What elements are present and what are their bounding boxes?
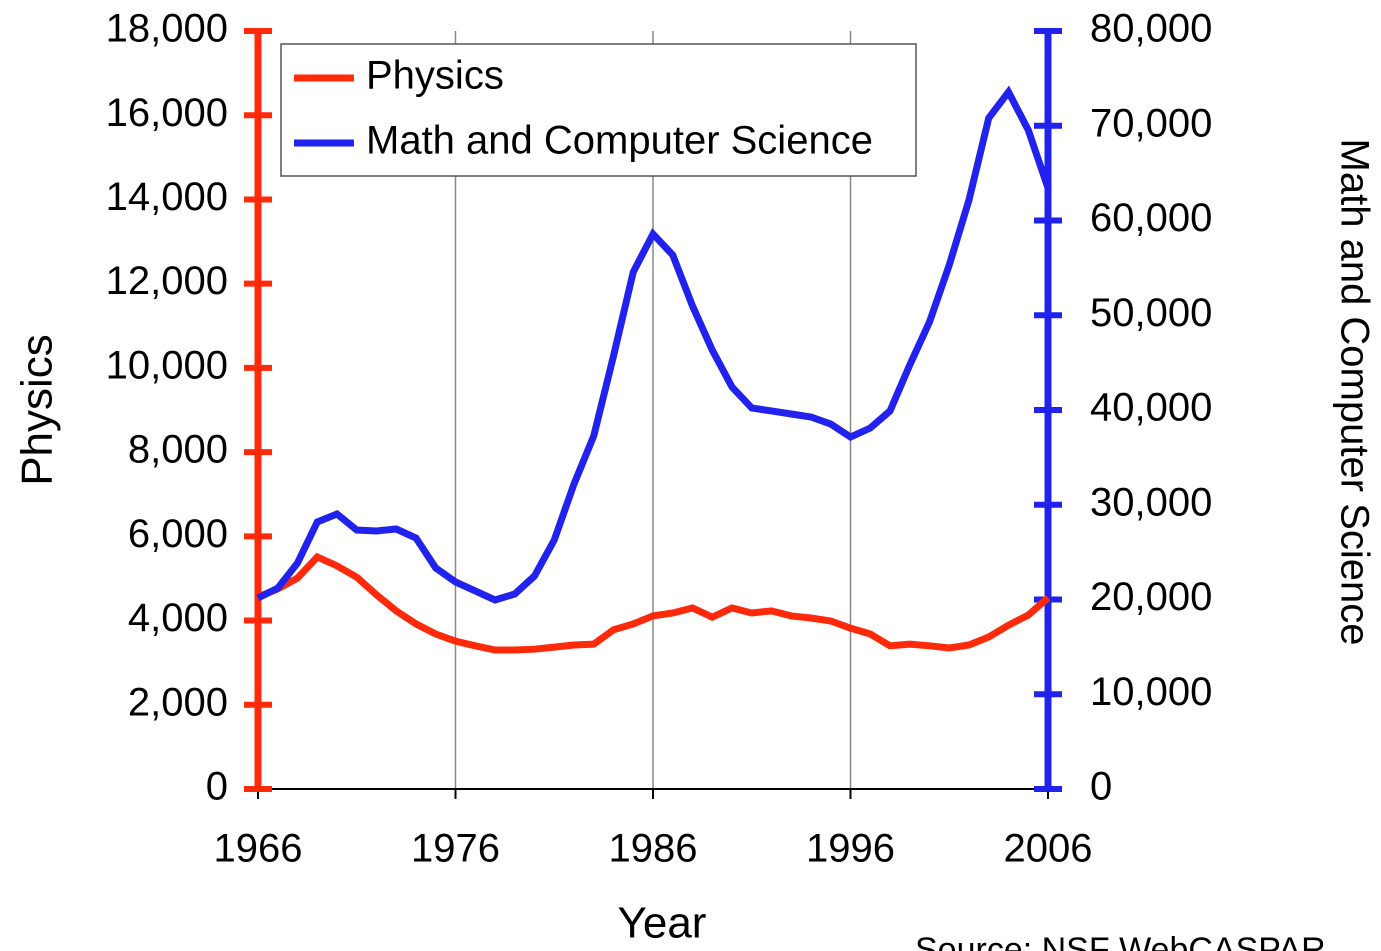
y2-tick-label: 10,000 <box>1090 670 1212 714</box>
y2-tick-label: 30,000 <box>1090 480 1212 524</box>
y2-tick-label: 40,000 <box>1090 386 1212 430</box>
y-tick-label: 18,000 <box>106 7 228 51</box>
y-tick-label: 0 <box>206 765 228 809</box>
y2-tick-label: 0 <box>1090 765 1112 809</box>
y-tick-label: 8,000 <box>128 428 228 472</box>
y-tick-label: 10,000 <box>106 343 228 387</box>
legend-label: Math and Computer Science <box>366 119 873 163</box>
source-note: Source: NSF WebCASPAR <box>915 931 1326 951</box>
y-tick-label: 4,000 <box>128 596 228 640</box>
x-tick-label: 1966 <box>214 827 303 871</box>
x-tick-label: 1986 <box>609 827 698 871</box>
x-tick-label: 2006 <box>1004 827 1093 871</box>
x-axis-label: Year <box>618 899 707 948</box>
y-tick-label: 12,000 <box>106 259 228 303</box>
y2-tick-label: 50,000 <box>1090 291 1212 335</box>
y2-tick-label: 20,000 <box>1090 575 1212 619</box>
y-tick-label: 16,000 <box>106 91 228 135</box>
y-tick-label: 6,000 <box>128 512 228 556</box>
y-axis-label: Physics <box>13 334 62 486</box>
y2-tick-label: 60,000 <box>1090 196 1212 240</box>
y2-axis-label: Math and Computer Science <box>1332 139 1376 646</box>
series-line <box>256 552 1051 654</box>
y2-tick-label: 80,000 <box>1090 7 1212 51</box>
legend-box <box>280 43 917 177</box>
y-tick-label: 14,000 <box>106 175 228 219</box>
series-line <box>256 85 1052 604</box>
y2-tick-label: 70,000 <box>1090 101 1212 145</box>
x-tick-label: 1976 <box>411 827 500 871</box>
x-tick-label: 1996 <box>806 827 895 871</box>
legend-label: Physics <box>366 54 504 98</box>
y-tick-label: 2,000 <box>128 680 228 724</box>
